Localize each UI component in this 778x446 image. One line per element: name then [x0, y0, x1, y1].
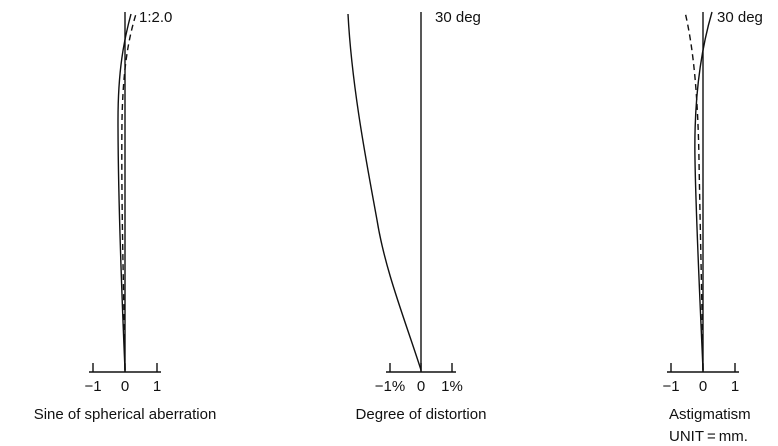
caption: Sine of spherical aberration	[34, 406, 217, 423]
tick-label: 0	[699, 378, 707, 395]
caption: UNIT = mm.	[669, 428, 748, 445]
curves	[117, 11, 713, 371]
tick-label: 0	[121, 378, 129, 395]
panel-label: 30 deg	[717, 9, 763, 26]
panel-label: 30 deg	[435, 9, 481, 26]
caption: Degree of distortion	[356, 406, 487, 423]
tick-label: 0	[417, 378, 425, 395]
tick-label: −1	[84, 378, 101, 395]
tick-label: 1%	[441, 378, 463, 395]
spherical-dashed	[121, 13, 137, 371]
spherical-solid	[117, 13, 132, 371]
tick-label: 1	[153, 378, 161, 395]
panel-label: 1:2.0	[139, 9, 172, 26]
tick-label: 1	[731, 378, 739, 395]
tick-label: −1%	[375, 378, 405, 395]
distortion-curve	[347, 13, 422, 371]
astig-dashed	[684, 11, 704, 371]
caption: Astigmatism	[669, 406, 751, 423]
tick-label: −1	[662, 378, 679, 395]
astig-solid	[694, 11, 713, 371]
